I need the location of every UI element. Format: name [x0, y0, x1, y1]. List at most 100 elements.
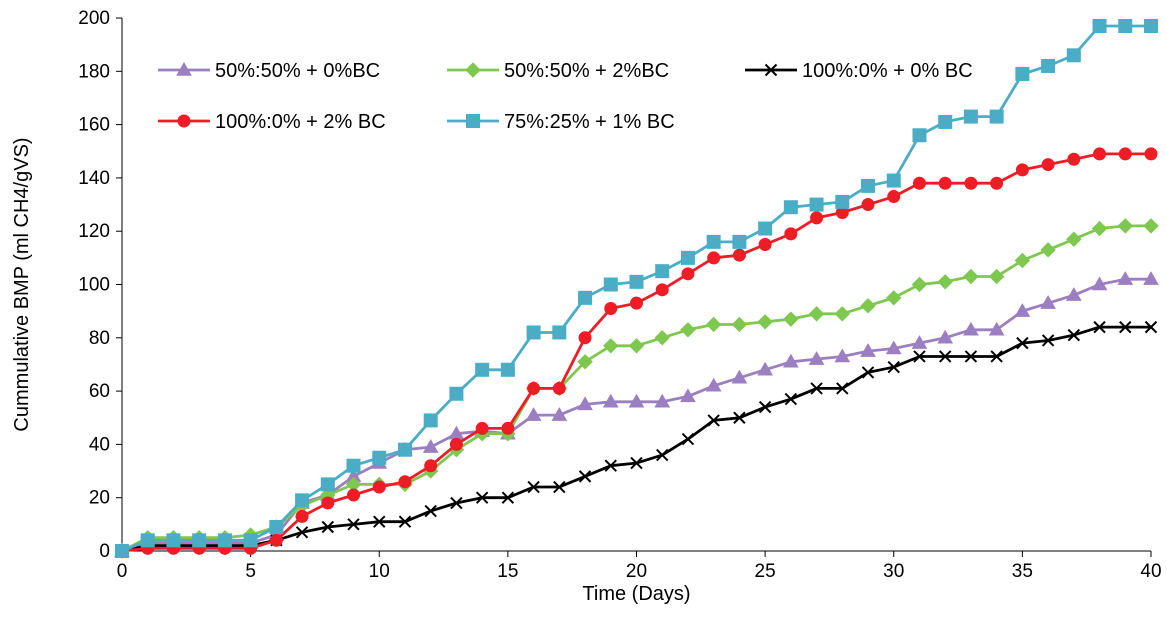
- data-point: [372, 450, 387, 465]
- data-point: [1091, 276, 1108, 291]
- data-point: [1015, 66, 1030, 81]
- data-point: [140, 533, 155, 548]
- series-1: [114, 218, 1159, 559]
- data-point: [732, 234, 747, 249]
- data-point: [1016, 336, 1029, 350]
- data-point: [552, 325, 567, 340]
- data-point: [655, 264, 670, 279]
- data-point: [578, 290, 593, 305]
- data-point: [527, 381, 541, 395]
- data-point: [347, 518, 360, 531]
- y-tick-label: 200: [78, 8, 110, 29]
- data-point: [680, 250, 695, 265]
- data-point: [269, 520, 284, 535]
- data-point: [783, 200, 798, 215]
- data-point: [295, 493, 310, 508]
- data-point: [1014, 252, 1031, 269]
- data-point: [963, 321, 979, 336]
- legend-label: 50%:50% + 0%BC: [215, 60, 380, 82]
- data-point: [808, 351, 825, 365]
- data-point: [835, 194, 850, 209]
- data-point: [1040, 295, 1056, 309]
- legend-entry: 100%:0% + 2% BC: [158, 111, 386, 133]
- data-point: [578, 331, 592, 345]
- data-point: [269, 533, 283, 547]
- data-point: [654, 330, 670, 346]
- data-point: [1144, 18, 1158, 33]
- data-point: [1014, 303, 1031, 317]
- data-point: [320, 477, 335, 492]
- legend: 50%:50% + 0%BC 50%:50% + 2%BC 100%:0% + 0%…: [158, 60, 973, 133]
- data-point: [602, 393, 619, 408]
- data-point: [885, 340, 902, 355]
- data-point: [911, 276, 928, 293]
- data-point: [680, 388, 696, 403]
- data-point: [373, 515, 386, 528]
- data-point: [836, 382, 849, 395]
- data-point: [655, 283, 669, 297]
- data-point: [630, 296, 643, 310]
- data-point: [938, 114, 953, 129]
- data-point: [758, 238, 772, 252]
- y-tick-label: 160: [78, 115, 110, 136]
- data-point: [1015, 163, 1029, 177]
- data-point: [1040, 242, 1056, 258]
- data-point: [1041, 334, 1055, 347]
- data-point: [629, 274, 644, 289]
- data-point: [834, 348, 851, 363]
- y-tick-label: 80: [89, 328, 110, 349]
- data-point: [1117, 271, 1134, 285]
- legend-marker: [177, 114, 191, 128]
- y-tick-label: 40: [89, 434, 110, 455]
- x-tick-label: 20: [626, 561, 647, 582]
- x-tick-label: 40: [1140, 561, 1161, 582]
- data-point: [604, 459, 617, 472]
- x-tick-label: 30: [883, 561, 904, 582]
- series-0: [114, 271, 1159, 557]
- data-point: [808, 306, 825, 322]
- data-point: [577, 354, 593, 370]
- x-tick-label: 0: [117, 561, 128, 582]
- data-point: [398, 515, 412, 528]
- legend-label: 50%:50% + 2%BC: [504, 60, 669, 82]
- y-tick-label: 20: [89, 488, 110, 509]
- data-point: [450, 496, 463, 510]
- data-point: [784, 227, 798, 241]
- data-point: [784, 392, 798, 406]
- legend-label: 75%:25% + 1% BC: [504, 111, 675, 133]
- data-point: [938, 176, 952, 190]
- data-point: [552, 381, 566, 395]
- data-point: [166, 533, 181, 548]
- data-point: [757, 361, 773, 376]
- data-point: [732, 248, 746, 262]
- data-point: [217, 533, 232, 548]
- data-point: [1118, 18, 1133, 33]
- data-point: [1066, 48, 1081, 63]
- data-point: [938, 350, 952, 363]
- data-point: [988, 268, 1005, 285]
- data-point: [758, 400, 772, 414]
- data-point: [963, 268, 979, 285]
- data-point: [1118, 147, 1132, 161]
- data-point: [810, 211, 824, 225]
- data-point: [603, 338, 619, 354]
- data-point: [321, 496, 335, 510]
- data-point: [887, 360, 900, 374]
- legend-marker: [465, 62, 481, 78]
- data-point: [603, 277, 618, 292]
- data-point: [525, 407, 542, 421]
- axes: 0 20 40 60 80 100 120 140 160 180 200 0 5 10 15 20 25 30 3…: [78, 8, 1161, 582]
- data-point: [1119, 320, 1132, 334]
- data-point: [834, 306, 851, 322]
- data-point: [860, 298, 876, 314]
- data-point: [758, 221, 773, 236]
- data-point: [1041, 58, 1056, 73]
- data-point: [1041, 158, 1055, 172]
- data-point: [604, 301, 618, 315]
- y-tick-label: 100: [78, 275, 110, 296]
- data-point: [551, 407, 568, 421]
- data-point: [449, 386, 464, 401]
- data-point: [192, 533, 207, 548]
- legend-marker: [764, 63, 778, 77]
- data-point: [707, 251, 721, 265]
